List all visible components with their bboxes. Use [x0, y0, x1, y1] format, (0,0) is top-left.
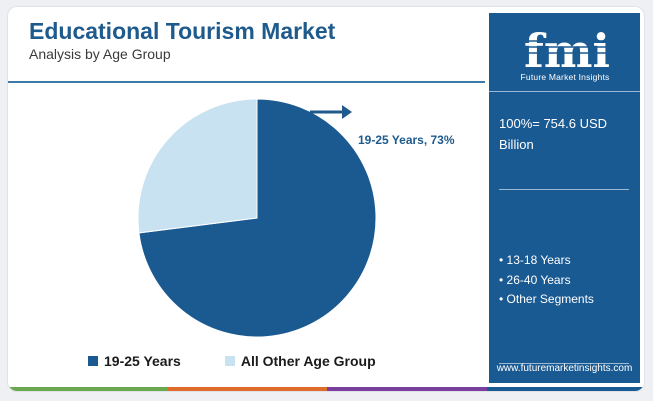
segment-item: • 26-40 Years	[499, 272, 571, 287]
footer-color-bar	[8, 387, 644, 391]
sidebar-divider	[499, 363, 629, 364]
footer-segment	[167, 387, 327, 391]
slice-annotation: 19-25 Years, 73%	[358, 133, 455, 147]
logo-subtitle: Future Market Insights	[520, 72, 610, 82]
segment-item: • Other Segments	[499, 292, 594, 306]
pie-chart	[137, 98, 377, 338]
chart-title: Educational Tourism Market	[29, 18, 336, 44]
footer-segment	[327, 387, 487, 391]
chart-legend: 19-25 Years All Other Age Group	[88, 353, 376, 369]
fmi-logo: fmi	[513, 27, 621, 71]
chart-subtitle: Analysis by Age Group	[29, 46, 171, 62]
legend-swatch	[224, 356, 235, 366]
footer-segment	[486, 387, 644, 391]
legend-item: All Other Age Group	[224, 353, 376, 369]
sidebar-divider	[499, 189, 629, 190]
segment-list: • 13-18 Years • 26-40 Years • Other Segm…	[499, 251, 594, 310]
segment-item: • 13-18 Years	[499, 253, 571, 267]
legend-label: All Other Age Group	[240, 353, 376, 369]
market-total: 100%= 754.6 USD Billion	[499, 116, 608, 152]
legend-item: 19-25 Years	[88, 353, 181, 369]
footer-segment	[8, 387, 168, 391]
pie-slice	[137, 98, 258, 234]
sidebar-divider	[489, 91, 640, 92]
chart-card: Educational Tourism Market Analysis by A…	[7, 6, 645, 392]
arrow-icon	[310, 105, 352, 119]
title-divider	[8, 81, 485, 83]
legend-swatch	[88, 356, 98, 366]
legend-label: 19-25 Years	[104, 353, 181, 369]
info-sidebar: fmi Future Market Insights 100%= 754.6 U…	[489, 13, 640, 383]
logo-text: fmi	[524, 27, 610, 71]
website-link[interactable]: www.futuremarketinsights.com	[496, 363, 633, 374]
